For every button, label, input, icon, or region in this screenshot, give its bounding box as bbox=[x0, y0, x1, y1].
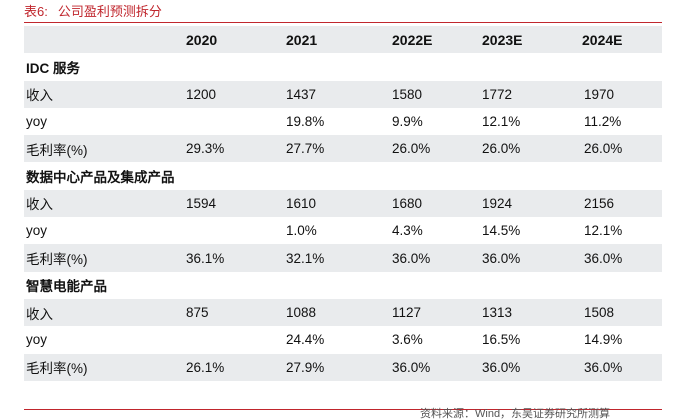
table-cell: 27.9% bbox=[286, 359, 325, 375]
table-number: 表6: bbox=[24, 4, 48, 19]
table-row: 收入 1594 1610 1680 1924 2156 bbox=[24, 189, 662, 218]
row-label: 智慧电能产品 bbox=[26, 279, 107, 295]
table-cell: 1970 bbox=[584, 86, 615, 102]
row-label: 收入 bbox=[26, 88, 53, 104]
table-cell: 36.1% bbox=[186, 250, 225, 266]
top-rule bbox=[24, 22, 662, 23]
row-label: 收入 bbox=[26, 197, 53, 213]
table-cell: 1772 bbox=[482, 86, 513, 102]
row-label: yoy bbox=[26, 332, 48, 348]
row-label: 毛利率(%) bbox=[26, 361, 88, 377]
section-header-row: 智慧电能产品 bbox=[24, 272, 662, 299]
row-label: IDC 服务 bbox=[26, 60, 80, 76]
header-cell: 2020 bbox=[186, 31, 218, 48]
table-row: 毛利率(%) 29.3% 27.7% 26.0% 26.0% 26.0% bbox=[24, 135, 662, 163]
table-cell: 9.9% bbox=[392, 114, 423, 130]
table-cell: 12.1% bbox=[584, 223, 623, 239]
table-cell: 36.0% bbox=[584, 359, 623, 375]
table-cell: 1580 bbox=[392, 86, 423, 102]
table-cell: 11.2% bbox=[584, 114, 622, 130]
table-cell: 1680 bbox=[392, 195, 423, 211]
table-cell: 1127 bbox=[392, 305, 422, 321]
table-cell: 1924 bbox=[482, 195, 513, 211]
table-cell: 1437 bbox=[286, 86, 317, 102]
table-cell: 12.1% bbox=[482, 114, 521, 130]
table-row: yoy 1.0% 4.3% 14.5% 12.1% bbox=[24, 217, 662, 244]
table-row: 收入 875 1088 1127 1313 1508 bbox=[24, 298, 662, 327]
row-label: 毛利率(%) bbox=[26, 142, 88, 158]
row-label: 收入 bbox=[26, 306, 53, 322]
table-row: 毛利率(%) 36.1% 32.1% 36.0% 36.0% 36.0% bbox=[24, 244, 662, 272]
table-body: IDC 服务 收入 1200 1437 1580 1772 1970 yoy 19.8% 9.9%… bbox=[24, 53, 662, 381]
table-cell: 32.1% bbox=[286, 250, 325, 266]
table-cell: 26.0% bbox=[392, 141, 431, 157]
header-cell: 2024E bbox=[582, 31, 623, 48]
row-label: 毛利率(%) bbox=[26, 252, 88, 268]
table-cell: 27.7% bbox=[286, 141, 325, 157]
table-cell: 36.0% bbox=[584, 250, 623, 266]
table-cell: 29.3% bbox=[186, 141, 225, 157]
table-cell: 875 bbox=[186, 305, 209, 321]
table-caption: 公司盈利预测拆分 bbox=[57, 4, 162, 19]
table-cell: 1088 bbox=[286, 305, 317, 321]
table-cell: 1508 bbox=[584, 305, 615, 321]
table-header-row: 2020 2021 2022E 2023E 2024E bbox=[24, 26, 662, 54]
table-cell: 14.5% bbox=[482, 223, 521, 239]
table-cell: 36.0% bbox=[392, 359, 431, 375]
row-label: yoy bbox=[26, 114, 48, 130]
table-cell: 26.1% bbox=[186, 359, 225, 375]
table-cell: 36.0% bbox=[392, 250, 431, 266]
table-cell: 1594 bbox=[186, 195, 217, 211]
row-label: yoy bbox=[26, 223, 48, 239]
header-cell: 2023E bbox=[482, 31, 523, 48]
table-cell: 26.0% bbox=[584, 141, 623, 157]
table-cell: 26.0% bbox=[482, 141, 521, 157]
header-cell: 2021 bbox=[286, 31, 318, 48]
table-cell: 16.5% bbox=[482, 332, 521, 348]
table-cell: 19.8% bbox=[286, 114, 325, 130]
header-cell: 2022E bbox=[392, 31, 433, 48]
table-cell: 1313 bbox=[482, 305, 513, 321]
table-row: 收入 1200 1437 1580 1772 1970 bbox=[24, 80, 662, 108]
table-row: yoy 24.4% 3.6% 16.5% 14.9% bbox=[24, 326, 662, 353]
source-note: 资料来源：Wind，东吴证券研究所测算 bbox=[420, 408, 611, 420]
bottom-rule bbox=[24, 409, 662, 410]
table-cell: 1200 bbox=[186, 86, 217, 102]
forecast-table: 2020 2021 2022E 2023E 2024E IDC 服务 收入 1200… bbox=[24, 26, 662, 381]
table-row: 毛利率(%) 26.1% 27.9% 36.0% 36.0% 36.0% bbox=[24, 353, 662, 381]
table-cell: 4.3% bbox=[392, 223, 423, 239]
table-title: 表6: 公司盈利预测拆分 bbox=[24, 2, 162, 22]
table-cell: 14.9% bbox=[584, 332, 623, 348]
section-header-row: IDC 服务 bbox=[24, 53, 662, 80]
table-cell: 36.0% bbox=[482, 250, 521, 266]
table-cell: 1610 bbox=[286, 195, 317, 211]
table-cell: 1.0% bbox=[286, 223, 317, 239]
table-cell: 3.6% bbox=[392, 332, 423, 348]
table-row: yoy 19.8% 9.9% 12.1% 11.2% bbox=[24, 108, 662, 135]
table-cell: 24.4% bbox=[286, 332, 325, 348]
row-label: 数据中心产品及集成产品 bbox=[26, 170, 175, 186]
table-cell: 36.0% bbox=[482, 359, 521, 375]
table-cell: 2156 bbox=[584, 195, 615, 211]
section-header-row: 数据中心产品及集成产品 bbox=[24, 162, 662, 189]
